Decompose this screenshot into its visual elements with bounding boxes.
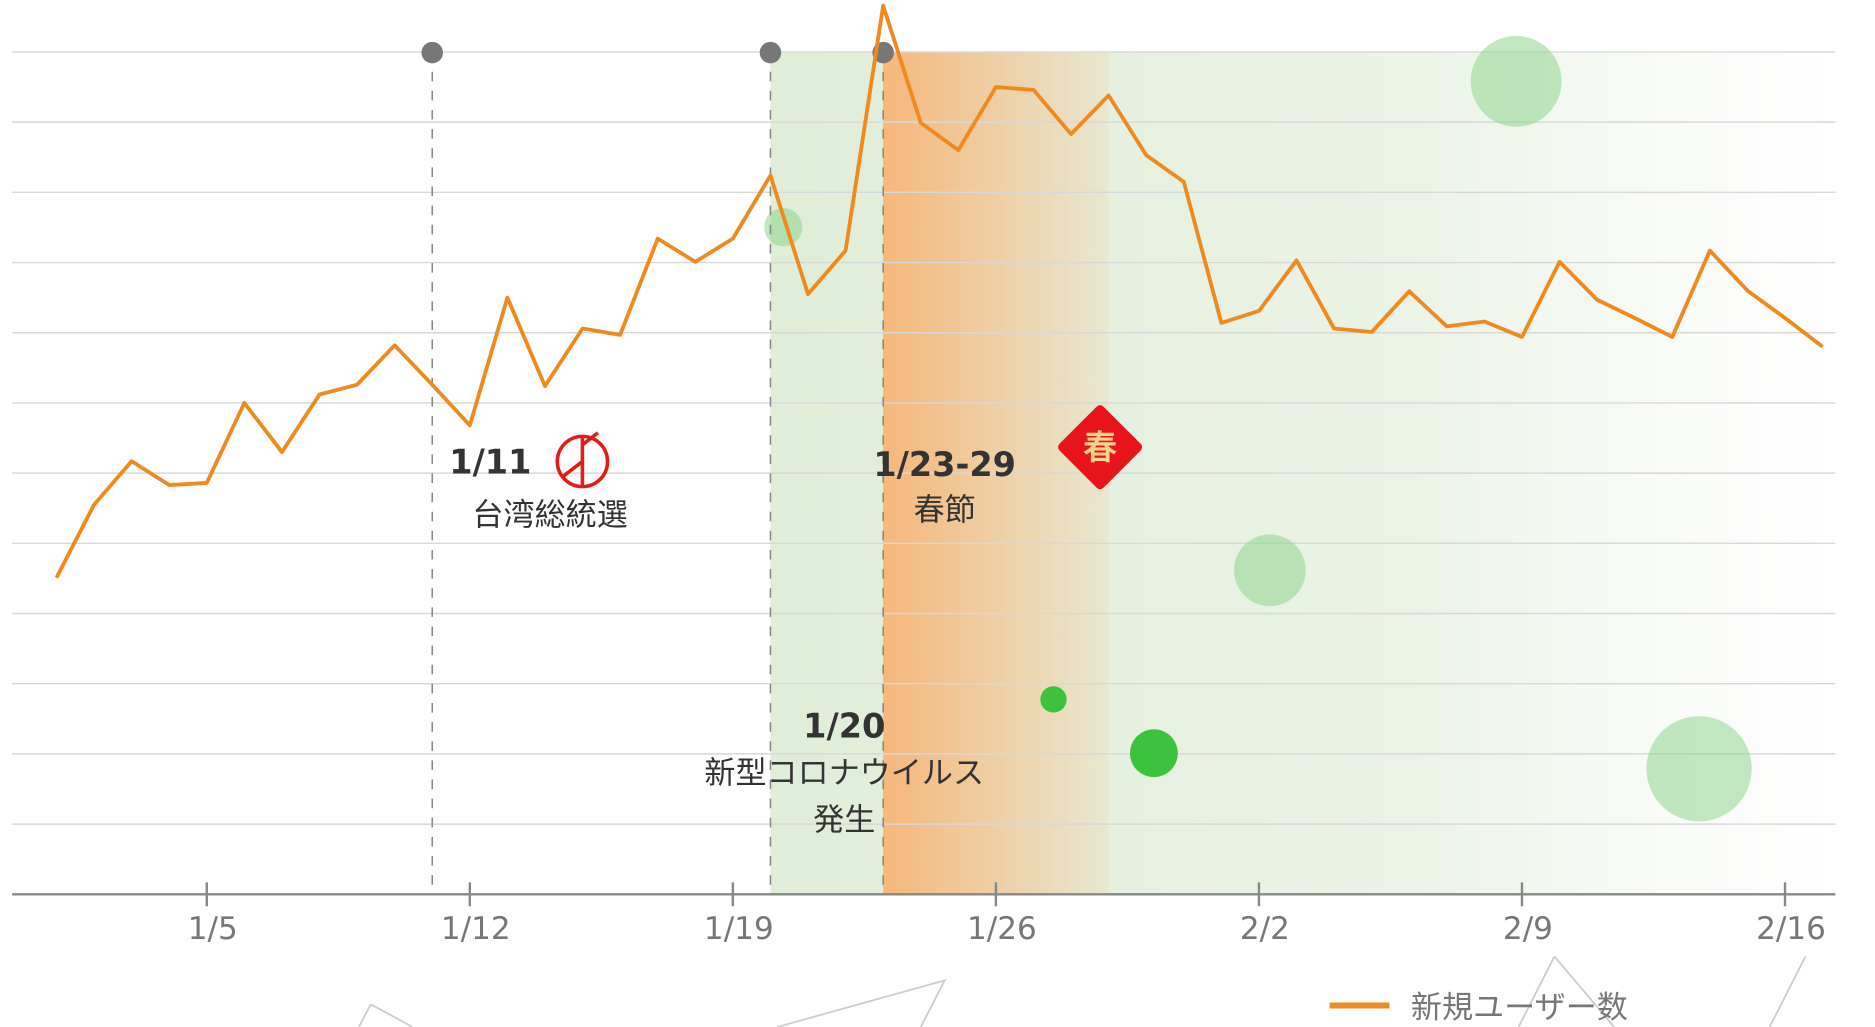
network-decoration — [358, 955, 1807, 1027]
virus-icon — [764, 35, 1752, 822]
x-tick-label: 1/19 — [704, 911, 774, 947]
x-tick-label: 2/16 — [1756, 911, 1826, 947]
spring-icon — [1058, 405, 1143, 490]
data-line — [54, 3, 1824, 579]
x-tick-label: 2/2 — [1240, 911, 1290, 947]
decoration — [764, 35, 1752, 822]
event-text: 発生 — [813, 802, 875, 838]
virus-icon — [1040, 686, 1178, 778]
election-icon — [555, 431, 610, 489]
x-tick-label: 2/9 — [1503, 911, 1553, 947]
event-date: 1/20 — [803, 707, 885, 746]
event-date: 1/23-29 — [873, 445, 1016, 484]
event-dot — [759, 41, 782, 64]
event-text: 春節 — [914, 493, 976, 529]
x-tick-label: 1/26 — [967, 911, 1037, 947]
event-date: 1/11 — [449, 442, 531, 481]
x-tick-label: 1/12 — [441, 911, 511, 947]
legend-label: 新規ユーザー数 — [1411, 990, 1628, 1026]
event-text: 新型コロナウイルス — [704, 756, 984, 792]
event-dot — [421, 41, 443, 64]
event-text: 台湾総統選 — [472, 497, 627, 533]
spring-icon-text: 春 — [1083, 428, 1117, 467]
x-tick-label: 1/5 — [188, 911, 238, 947]
